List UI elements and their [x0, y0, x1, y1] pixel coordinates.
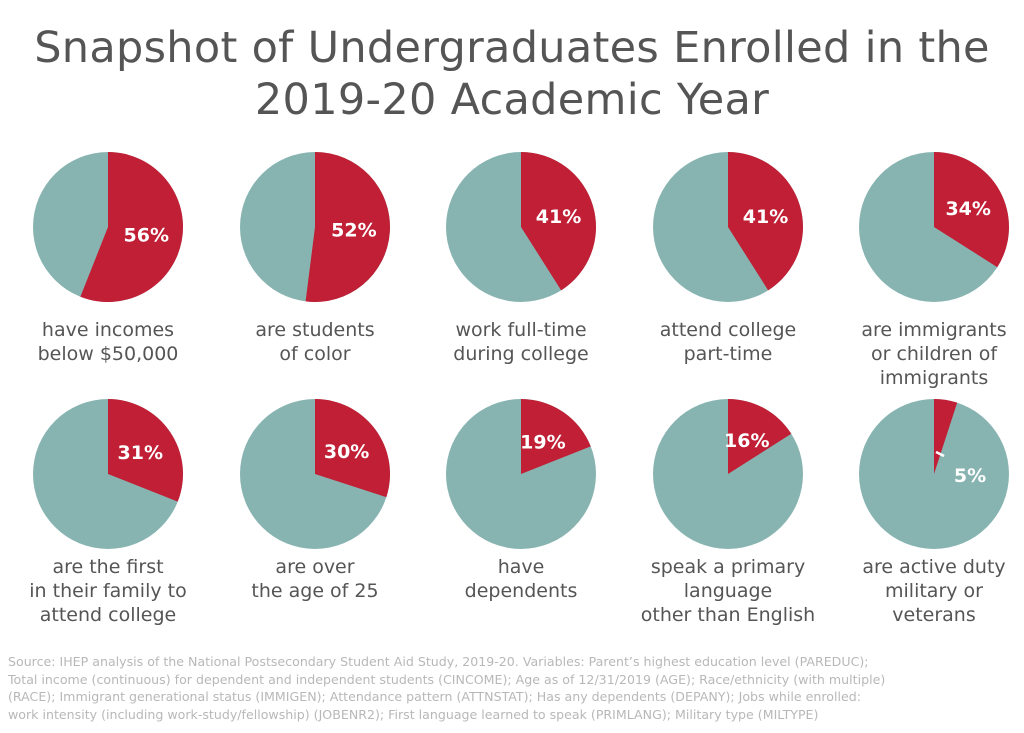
- pie-caption-7: are over the age of 25: [213, 555, 417, 603]
- pie-caption-line: of color: [279, 343, 351, 365]
- pie-2: 52%: [240, 152, 390, 302]
- pie-highlight-slice: [934, 152, 1009, 268]
- pie-value-label: 16%: [724, 430, 769, 452]
- pie-caption-line: immigrants: [879, 367, 989, 389]
- pie-value-label: 52%: [331, 219, 376, 241]
- pie-9: 16%: [653, 399, 803, 549]
- source-line-3: (RACE); Immigrant generational status (I…: [8, 689, 861, 704]
- pie-caption-line: in their family to: [29, 580, 187, 602]
- pie-value-label: 5%: [954, 465, 986, 487]
- pie-value-label: 56%: [124, 224, 169, 246]
- pie-caption-line: work full-time: [455, 319, 587, 341]
- pie-highlight-slice: [315, 399, 391, 498]
- pie-caption-6: are the first in their family to attend co…: [6, 555, 210, 627]
- pie-4: 41%: [653, 152, 803, 302]
- pie-value-label: 41%: [536, 206, 581, 228]
- pie-10: 5%: [859, 399, 1009, 549]
- pie-caption-line: veterans: [892, 604, 976, 626]
- pie-5: 34%: [859, 152, 1009, 302]
- pie-caption-line: during college: [453, 343, 589, 365]
- pie-caption-line: are immigrants: [861, 319, 1007, 341]
- pie-caption-1: have incomes below $50,000: [6, 318, 210, 366]
- pie-highlight-slice: [108, 399, 183, 502]
- pie-caption-8: have dependents: [419, 555, 623, 603]
- pie-3: 41%: [446, 152, 596, 302]
- source-line-2: Total income (continuous) for dependent …: [8, 671, 886, 687]
- pie-8: 19%: [446, 399, 596, 549]
- source-note: Source: IHEP analysis of the National Po…: [8, 653, 1018, 723]
- callout-line: [935, 450, 945, 458]
- pie-highlight-slice: [521, 399, 591, 474]
- page-title: Snapshot of Undergraduates Enrolled in t…: [0, 22, 1024, 126]
- pie-highlight-slice: [728, 152, 803, 291]
- pie-value-label: 31%: [118, 442, 163, 464]
- pie-value-label: 19%: [520, 432, 565, 454]
- pie-caption-line: dependents: [464, 580, 578, 602]
- page-title-line-1: Snapshot of Undergraduates Enrolled in t…: [34, 23, 990, 73]
- pie-caption-line: language: [683, 580, 773, 602]
- source-line-1: Source: IHEP analysis of the National Po…: [8, 654, 869, 669]
- pie-value-label: 34%: [945, 198, 990, 220]
- pie-caption-line: are the first: [52, 556, 164, 578]
- pie-caption-line: military or: [885, 580, 983, 602]
- pie-caption-line: have: [497, 556, 545, 578]
- pie-chart-grid: 56% 52% 41% 41% 34% 31% 30% 19% 16% 5%: [33, 152, 1009, 549]
- pie-6: 31%: [33, 399, 183, 549]
- pie-caption-2: are students of color: [213, 318, 417, 366]
- pie-value-label: 41%: [743, 206, 788, 228]
- pie-caption-9: speak a primary language other than Englis…: [626, 555, 830, 627]
- pie-caption-line: or children of: [870, 343, 998, 365]
- pie-highlight-slice: [80, 152, 184, 302]
- pie-caption-line: the age of 25: [251, 580, 379, 602]
- pie-caption-line: part-time: [683, 343, 773, 365]
- pie-caption-4: attend college part-time: [626, 318, 830, 366]
- pie-caption-line: below $50,000: [37, 343, 179, 365]
- pie-caption-10: are active duty military or veterans: [832, 555, 1024, 627]
- pie-caption-line: have incomes: [41, 319, 175, 341]
- pie-caption-line: other than English: [640, 604, 816, 626]
- pie-caption-5: are immigrants or children of immigrants: [832, 318, 1024, 390]
- source-line-4: work intensity (including work-study/fel…: [8, 706, 819, 722]
- pie-value-label: 30%: [324, 441, 369, 463]
- pie-caption-line: are students: [255, 319, 375, 341]
- pie-highlight-slice: [521, 152, 596, 291]
- page-title-line-2: 2019-20 Academic Year: [254, 75, 770, 125]
- pie-caption-line: attend college: [659, 319, 797, 341]
- pie-1: 56%: [33, 152, 184, 302]
- pie-7: 30%: [240, 399, 391, 549]
- pie-caption-line: attend college: [39, 604, 177, 626]
- pie-caption-line: are over: [275, 556, 355, 578]
- pie-caption-line: speak a primary: [650, 556, 806, 578]
- pie-caption-line: are active duty: [862, 556, 1006, 578]
- pie-highlight-slice: [305, 152, 390, 302]
- pie-caption-3: work full-time during college: [419, 318, 623, 366]
- pie-highlight-slice: [728, 399, 792, 474]
